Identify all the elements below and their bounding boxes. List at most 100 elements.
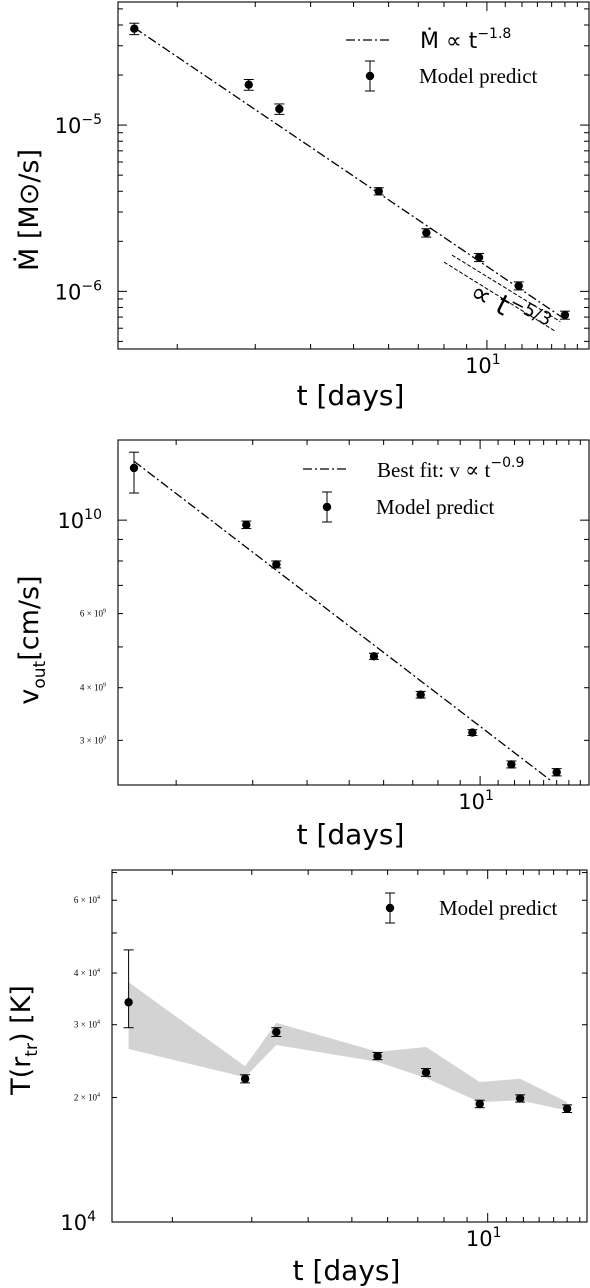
- legend-label-exponent: −1.8: [477, 26, 511, 42]
- x-tick-label-base: 10: [465, 354, 492, 378]
- legend-label: Best fit: v ∝ t−0.9: [377, 455, 524, 482]
- data-point: [373, 1051, 382, 1061]
- y-axis-label-subscript: tr: [22, 1043, 42, 1057]
- data-layer: [129, 22, 570, 320]
- data-point: [515, 1094, 525, 1103]
- data-point: [552, 768, 561, 777]
- y-tick-label: 3 × 104: [74, 1020, 100, 1030]
- data-point: [374, 187, 383, 196]
- y-tick-label: 1010: [57, 507, 102, 533]
- y-tick-label-exponent: 4: [97, 968, 100, 974]
- ticks-layer: [118, 440, 589, 785]
- legend-label: Ṁ ∝ t−1.8: [420, 26, 511, 54]
- ticks-layer: [118, 2, 590, 349]
- data-point: [560, 310, 570, 320]
- plot-frame: [117, 439, 590, 786]
- x-tick-label: 101: [465, 352, 501, 378]
- x-tick-label-exponent: 1: [493, 1225, 502, 1241]
- data-point: [514, 281, 523, 290]
- legend-marker: [385, 903, 395, 913]
- slope-annotation: ∝ t−5/3: [465, 274, 555, 342]
- x-axis-label: t [days]: [293, 1254, 401, 1287]
- y-tick-label-exponent: 4: [97, 1020, 100, 1026]
- data-point: [416, 690, 425, 699]
- legend-marker: [365, 71, 375, 81]
- fit-layer: [133, 460, 552, 782]
- y-tick-label: 10−6: [55, 278, 102, 304]
- y-tick-label-base: 3 × 10: [74, 1020, 98, 1030]
- y-axis-label-main: Ṁ [M⊙/s]: [13, 149, 45, 271]
- data-point: [244, 80, 253, 89]
- y-tick-label-base: 6 × 10: [74, 895, 98, 905]
- legend-label: Model predict: [439, 896, 558, 920]
- data-point: [240, 1074, 250, 1083]
- y-tick-label-exponent: 9: [103, 683, 106, 689]
- y-tick-label-exponent: −6: [81, 278, 102, 294]
- y-axis-label-unit: ) [K]: [6, 985, 37, 1043]
- y-tick-label-exponent: 10: [84, 507, 102, 523]
- x-tick-label: 101: [466, 1225, 502, 1251]
- band-layer: [128, 982, 568, 1111]
- data-point: [507, 760, 516, 769]
- legend-label-exponent: −0.9: [490, 455, 524, 471]
- y-tick-label: 2 × 104: [74, 1093, 100, 1103]
- data-point: [468, 728, 477, 737]
- y-tick-label-exponent: 4: [87, 1209, 96, 1225]
- y-axis-label: vout[cm/s]: [14, 575, 50, 704]
- data-point: [272, 1027, 281, 1037]
- y-axis-label-unit: [cm/s]: [14, 575, 45, 660]
- legend-marker: [322, 502, 332, 512]
- data-point: [130, 24, 139, 33]
- y-tick-label-base: 10: [60, 1211, 87, 1235]
- y-axis-label: Ṁ [M⊙/s]: [13, 149, 45, 271]
- data-layer: [123, 949, 573, 1113]
- x-axis-label: t [days]: [297, 379, 405, 412]
- y-tick-label-base: 6 × 10: [80, 609, 104, 619]
- data-point: [474, 253, 484, 262]
- fit-line: [133, 27, 566, 320]
- y-axis-label: T(rtr) [K]: [6, 985, 42, 1096]
- data-point: [129, 463, 139, 473]
- y-tick-label: 104: [60, 1209, 96, 1235]
- y-tick-label-exponent: −5: [81, 112, 102, 128]
- uncertainty-band: [128, 982, 568, 1111]
- data-point: [369, 652, 379, 661]
- slope-annotation-base: ∝ t: [465, 275, 516, 323]
- data-layer: [129, 451, 562, 777]
- data-point: [562, 1104, 572, 1113]
- data-point: [475, 1099, 484, 1109]
- y-tick-label-base: 4 × 10: [80, 683, 104, 693]
- y-tick-label-base: 4 × 10: [74, 968, 98, 978]
- data-point: [272, 560, 281, 569]
- x-tick-label-base: 10: [458, 790, 485, 814]
- y-tick-label-exponent: 9: [103, 735, 106, 741]
- legend-label: Model predict: [419, 64, 538, 88]
- y-axis-label-main: T(r: [6, 1056, 37, 1096]
- y-tick-label-base: 2 × 10: [74, 1093, 98, 1103]
- legend-label-text: Best fit: v ∝ t: [377, 458, 491, 482]
- y-tick-label-base: 10: [55, 114, 82, 138]
- x-tick-label-exponent: 1: [485, 788, 494, 804]
- y-tick-label-exponent: 9: [103, 609, 106, 615]
- y-tick-label: 4 × 104: [74, 968, 100, 978]
- legend-label-text: Ṁ ∝ t: [420, 28, 478, 54]
- legend: Best fit: v ∝ t−0.9 Model predict: [303, 455, 524, 523]
- data-point: [421, 1068, 431, 1077]
- data-point: [242, 520, 251, 529]
- y-tick-label: 4 × 109: [80, 683, 106, 693]
- legend-label: Model predict: [376, 495, 495, 519]
- y-tick-label: 6 × 109: [80, 609, 106, 619]
- y-tick-label-base: 10: [55, 280, 82, 304]
- y-tick-label-base: 3 × 10: [80, 735, 104, 745]
- data-point: [275, 104, 284, 114]
- y-tick-label-exponent: 4: [97, 1093, 100, 1099]
- x-tick-label-exponent: 1: [492, 352, 501, 368]
- x-tick-label-base: 10: [466, 1227, 493, 1251]
- data-point: [124, 998, 133, 1007]
